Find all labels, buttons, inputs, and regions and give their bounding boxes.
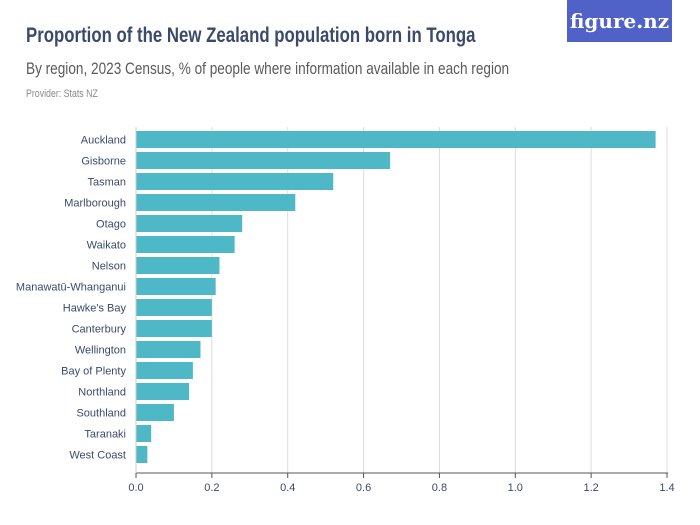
x-tick-label: 1.2 <box>583 482 598 494</box>
figure-nz-logo[interactable]: figure.nz <box>567 0 672 42</box>
category-label: Canterbury <box>72 324 127 336</box>
category-label: Southland <box>76 408 126 420</box>
category-label: Nelson <box>92 261 126 273</box>
category-label: West Coast <box>69 450 126 462</box>
category-label: Otago <box>96 219 126 231</box>
bar-west-coast <box>136 446 148 463</box>
bar-southland <box>136 404 174 421</box>
x-tick-label: 0.8 <box>432 482 447 494</box>
bar-hawke-s-bay <box>136 299 212 316</box>
x-tick-label: 0.6 <box>356 482 371 494</box>
bar-taranaki <box>136 425 152 442</box>
bar-wellington <box>136 341 201 358</box>
bar-northland <box>136 383 190 400</box>
category-label: Waikato <box>87 240 126 252</box>
bar-waikato <box>136 236 235 253</box>
bar-canterbury <box>136 320 212 337</box>
provider-label: Provider: Stats NZ <box>26 88 98 100</box>
bar-tasman <box>136 173 334 190</box>
bar-marlborough <box>136 194 296 211</box>
bar-nelson <box>136 257 220 274</box>
bar-gisborne <box>136 152 391 169</box>
category-label: Tasman <box>87 177 126 189</box>
x-tick-label: 0.2 <box>204 482 219 494</box>
bar-auckland <box>136 131 656 148</box>
category-label: Hawke's Bay <box>63 303 127 315</box>
bar-bay-of-plenty <box>136 362 193 379</box>
x-tick-label: 0.4 <box>280 482 295 494</box>
category-label: Taranaki <box>84 429 126 441</box>
category-label: Bay of Plenty <box>61 366 126 378</box>
chart-subtitle: By region, 2023 Census, % of people wher… <box>26 59 510 78</box>
category-label: Marlborough <box>64 198 126 210</box>
bar-manawat-whanganui <box>136 278 216 295</box>
bar-otago <box>136 215 243 232</box>
x-tick-label: 0.0 <box>128 482 143 494</box>
x-tick-label: 1.0 <box>508 482 523 494</box>
category-label: Wellington <box>75 345 126 357</box>
category-label: Auckland <box>81 135 126 147</box>
category-label: Northland <box>78 387 126 399</box>
x-tick-label: 1.4 <box>659 482 674 494</box>
category-label: Gisborne <box>81 156 126 168</box>
chart-title: Proportion of the New Zealand population… <box>26 24 476 47</box>
category-label: Manawatū-Whanganui <box>16 282 126 294</box>
